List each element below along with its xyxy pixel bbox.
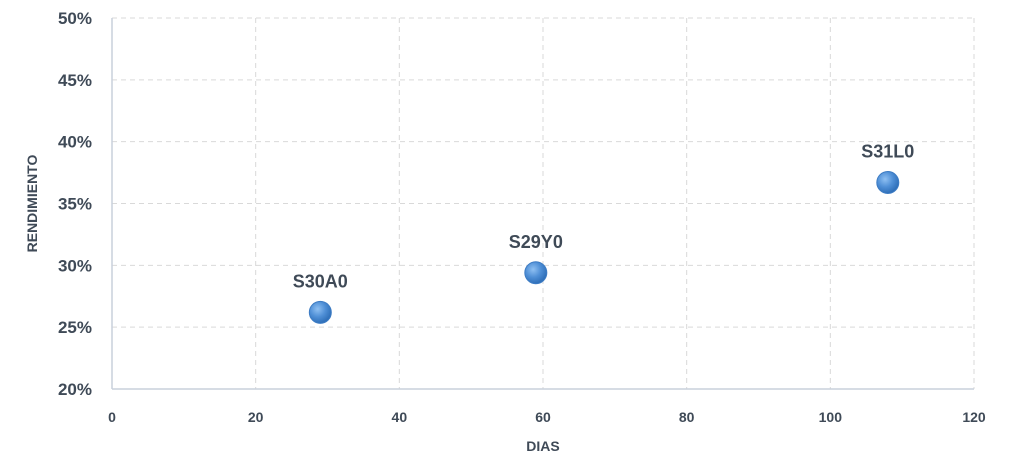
y-tick-label: 45% — [58, 71, 92, 90]
y-tick-label: 35% — [58, 195, 92, 214]
x-tick-label: 20 — [248, 409, 264, 425]
data-point-label: S30A0 — [293, 271, 348, 291]
data-point — [308, 300, 332, 324]
y-tick-label: 20% — [58, 380, 92, 399]
axes — [111, 18, 974, 390]
grid-lines — [112, 17, 975, 389]
x-tick-label: 60 — [535, 409, 551, 425]
y-axis-ticks: 20% 25% 30% 35% 40% 45% 50% — [58, 9, 92, 399]
x-tick-label: 100 — [819, 409, 843, 425]
y-tick-label: 30% — [58, 256, 92, 275]
x-tick-label: 80 — [679, 409, 695, 425]
data-point-label: S29Y0 — [509, 232, 563, 252]
x-tick-label: 0 — [108, 409, 116, 425]
data-point-label: S31L0 — [861, 141, 914, 161]
y-tick-label: 40% — [58, 133, 92, 152]
x-tick-label: 40 — [392, 409, 408, 425]
y-tick-label: 25% — [58, 318, 92, 337]
y-axis-title: RENDIMIENTO — [24, 155, 40, 253]
x-tick-label: 120 — [962, 409, 986, 425]
data-point — [876, 170, 900, 194]
x-axis-ticks: 0 20 40 60 80 100 120 — [108, 409, 986, 425]
y-tick-label: 50% — [58, 9, 92, 28]
data-point — [524, 261, 548, 285]
data-points: S30A0 S29Y0 S31L0 — [293, 141, 914, 324]
x-axis-title: DIAS — [526, 438, 559, 454]
